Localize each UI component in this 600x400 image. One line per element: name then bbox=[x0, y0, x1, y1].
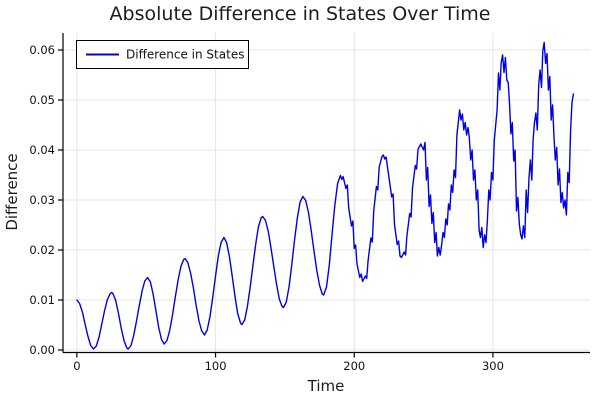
y-tick-label: 0.04 bbox=[29, 143, 55, 157]
gridlines bbox=[63, 33, 590, 353]
legend: Difference in States bbox=[76, 40, 249, 69]
y-tick-label: 0.05 bbox=[29, 93, 55, 107]
x-tick-label: 100 bbox=[205, 359, 227, 373]
y-tick-label: 0.03 bbox=[29, 193, 55, 207]
y-tick-label: 0.01 bbox=[29, 293, 55, 307]
tick-labels: 0 100 200 300 0.00 0.01 0.02 0.03 0.04 0.05 0.06 bbox=[29, 43, 504, 373]
x-axis-label: Time bbox=[307, 377, 345, 395]
axes bbox=[58, 33, 590, 358]
x-tick-label: 200 bbox=[343, 359, 365, 373]
x-tick-label: 300 bbox=[482, 359, 504, 373]
y-tick-label: 0.06 bbox=[29, 43, 55, 57]
legend-label: Difference in States bbox=[126, 48, 244, 62]
x-tick-label: 0 bbox=[73, 359, 80, 373]
series-line bbox=[76, 41, 575, 350]
y-tick-label: 0.02 bbox=[29, 243, 55, 257]
y-axis-label: Difference bbox=[3, 153, 21, 230]
difference-line bbox=[76, 41, 575, 350]
chart-title: Absolute Difference in States Over Time bbox=[110, 3, 491, 25]
y-tick-label: 0.00 bbox=[29, 343, 55, 357]
